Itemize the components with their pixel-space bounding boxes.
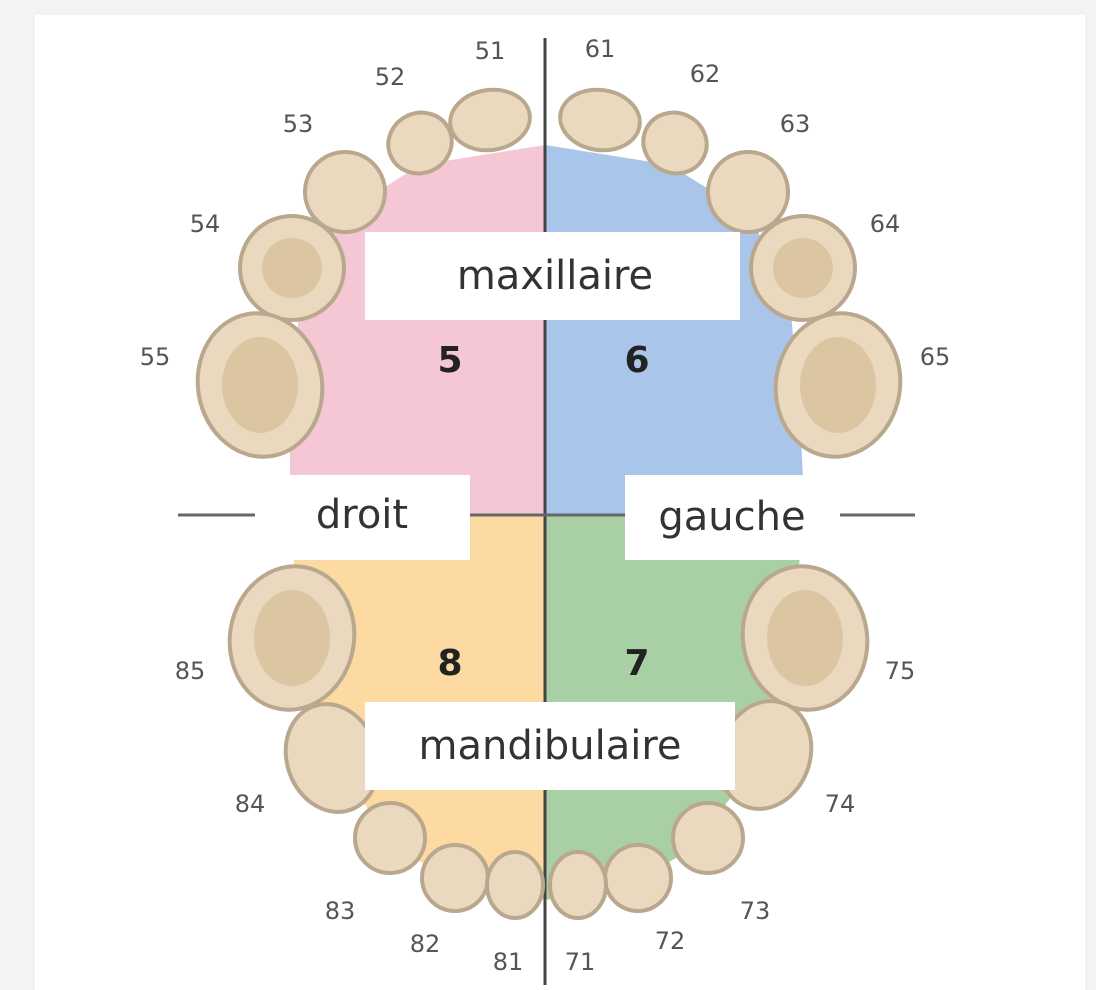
upper-jaw-label: maxillaire xyxy=(457,253,653,299)
quadrant-number: 8 xyxy=(437,643,462,684)
left-side-label: gauche xyxy=(658,494,805,540)
tooth-number: 54 xyxy=(190,210,221,238)
right-side-label: droit xyxy=(316,492,408,538)
tooth-number: 71 xyxy=(565,948,596,976)
tooth-number: 82 xyxy=(410,930,441,958)
tooth-number: 51 xyxy=(475,37,506,65)
quadrant-number: 5 xyxy=(437,340,462,381)
quadrant-number: 6 xyxy=(624,340,649,381)
dental-chart: maxillaire droit gauche mandibulaire 5 6… xyxy=(0,0,1096,990)
tooth-number: 62 xyxy=(690,60,721,88)
tooth-number: 63 xyxy=(780,110,811,138)
quadrant-number: 7 xyxy=(624,643,649,684)
tooth-number: 55 xyxy=(140,343,171,371)
tooth-number: 61 xyxy=(585,35,616,63)
tooth-number: 81 xyxy=(493,948,524,976)
tooth-number: 85 xyxy=(175,657,206,685)
tooth-number: 83 xyxy=(325,897,356,925)
tooth-number: 72 xyxy=(655,927,686,955)
tooth-number: 74 xyxy=(825,790,856,818)
tooth-number: 75 xyxy=(885,657,916,685)
tooth-number: 84 xyxy=(235,790,266,818)
tooth-number: 73 xyxy=(740,897,771,925)
lower-jaw-label: mandibulaire xyxy=(419,723,682,769)
tooth-number: 65 xyxy=(920,343,951,371)
tooth-number: 52 xyxy=(375,63,406,91)
tooth-number: 53 xyxy=(283,110,314,138)
tooth-number: 64 xyxy=(870,210,901,238)
